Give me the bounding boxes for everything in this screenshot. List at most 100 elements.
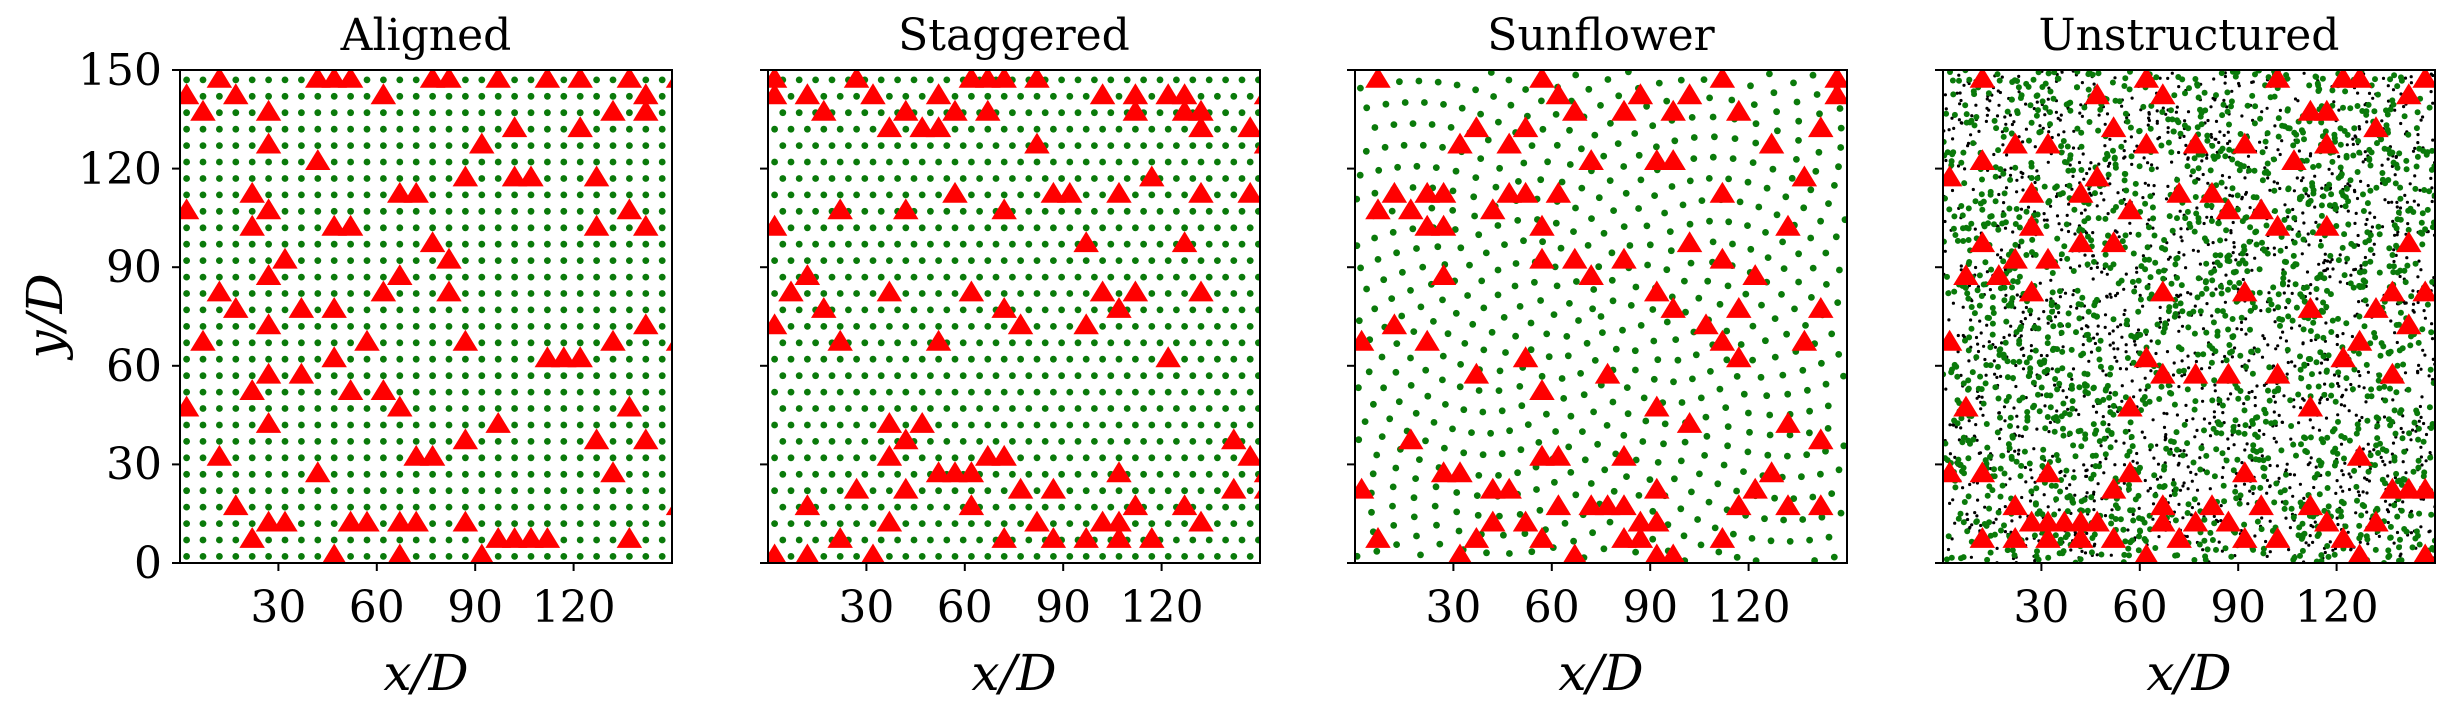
turbine-dot bbox=[2401, 267, 2408, 274]
turbine-dot bbox=[1107, 76, 1115, 84]
turbine-dot bbox=[593, 125, 600, 133]
turbine-dot bbox=[478, 158, 486, 166]
turbine-dot bbox=[330, 520, 338, 527]
turbine-dot bbox=[1091, 503, 1098, 511]
turbine-dot bbox=[927, 273, 934, 281]
turbine-triangle-marker bbox=[893, 428, 919, 450]
turbine-triangle-marker bbox=[1512, 346, 1539, 368]
turbine-dot bbox=[216, 405, 223, 412]
sample-dot bbox=[1999, 374, 2003, 378]
sample-dot bbox=[2223, 81, 2227, 85]
turbine-dot bbox=[2329, 317, 2336, 324]
turbine-dot bbox=[412, 158, 420, 166]
turbine-dot bbox=[478, 191, 486, 199]
turbine-dot bbox=[281, 553, 289, 560]
turbine-dot bbox=[658, 207, 666, 215]
sample-dot bbox=[2264, 539, 2268, 544]
turbine-dot bbox=[2376, 269, 2383, 276]
turbine-dot bbox=[1607, 120, 1614, 127]
turbine-dot bbox=[1612, 450, 1620, 458]
turbine-dot bbox=[1371, 189, 1379, 197]
turbine-dot bbox=[1477, 110, 1484, 118]
turbine-dot bbox=[1000, 520, 1008, 527]
sample-dot bbox=[2239, 327, 2244, 332]
sample-dot bbox=[2166, 126, 2170, 130]
sample-dot bbox=[2205, 156, 2209, 160]
turbine-dot bbox=[984, 290, 992, 297]
sample-dot bbox=[2053, 383, 2057, 387]
sample-dot bbox=[2195, 428, 2199, 432]
sample-dot bbox=[2019, 320, 2023, 324]
turbine-dot bbox=[560, 306, 568, 314]
turbine-dot bbox=[1835, 466, 1843, 474]
turbine-dot bbox=[968, 92, 975, 100]
sample-dot bbox=[2364, 222, 2368, 226]
sample-dot bbox=[2181, 516, 2185, 520]
turbine-triangle-marker bbox=[1106, 527, 1132, 548]
turbine-dot bbox=[626, 487, 633, 495]
turbine-dot bbox=[576, 503, 584, 511]
sample-dot bbox=[2042, 493, 2046, 497]
turbine-dot bbox=[265, 290, 272, 297]
turbine-dot bbox=[396, 290, 404, 297]
sample-dot bbox=[2108, 182, 2112, 186]
turbine-dot bbox=[1577, 370, 1584, 377]
turbine-triangle-marker bbox=[1155, 83, 1181, 105]
sample-dot bbox=[2142, 156, 2146, 160]
y-tick-label: 120 bbox=[78, 144, 162, 195]
turbine-dot bbox=[1995, 395, 2002, 402]
turbine-dot bbox=[1434, 78, 1442, 86]
sample-dot bbox=[2250, 389, 2254, 394]
sample-dot bbox=[2213, 98, 2217, 102]
sample-dot bbox=[2103, 313, 2108, 317]
turbine-dot bbox=[943, 536, 951, 544]
turbine-dot bbox=[1189, 339, 1197, 347]
turbine-triangle-marker bbox=[1040, 181, 1067, 203]
turbine-dot bbox=[877, 503, 885, 511]
turbine-dot bbox=[544, 503, 551, 511]
turbine-dot bbox=[658, 323, 666, 330]
turbine-dot bbox=[1066, 487, 1074, 495]
turbine-dot bbox=[1422, 437, 1429, 445]
sample-dot bbox=[2051, 454, 2055, 458]
turbine-dot bbox=[1148, 388, 1156, 396]
turbine-dot bbox=[1725, 218, 1733, 226]
turbine-dot bbox=[853, 355, 860, 363]
turbine-dot bbox=[2009, 284, 2015, 291]
turbine-dot bbox=[1164, 224, 1172, 232]
sample-dot bbox=[2132, 395, 2136, 399]
sample-dot bbox=[2095, 553, 2099, 557]
turbine-dot bbox=[1123, 175, 1131, 182]
turbine-dot bbox=[1082, 553, 1090, 560]
sample-dot bbox=[2222, 133, 2226, 137]
turbine-dot bbox=[1612, 345, 1620, 353]
turbine-dot bbox=[396, 207, 404, 215]
turbine-dot bbox=[1590, 408, 1597, 416]
sample-dot bbox=[2405, 200, 2409, 204]
turbine-dot bbox=[2328, 329, 2335, 335]
turbine-dot bbox=[1498, 450, 1506, 458]
turbine-dot bbox=[609, 438, 617, 445]
turbine-triangle-marker bbox=[1089, 280, 1116, 302]
sample-dot bbox=[2151, 226, 2155, 230]
turbine-dot bbox=[1806, 536, 1813, 544]
sample-dot bbox=[2055, 409, 2059, 413]
turbine-dot bbox=[412, 405, 420, 412]
turbine-dot bbox=[363, 257, 371, 264]
turbine-dot bbox=[1255, 76, 1260, 84]
turbine-dot bbox=[1428, 204, 1436, 212]
turbine-dot bbox=[462, 158, 469, 166]
sample-dot bbox=[2324, 416, 2329, 420]
turbine-dot bbox=[560, 273, 568, 281]
turbine-dot bbox=[1399, 268, 1406, 276]
sample-dot bbox=[2323, 258, 2327, 263]
turbine-dot bbox=[363, 240, 371, 248]
turbine-dot bbox=[902, 125, 910, 133]
turbine-dot bbox=[298, 454, 305, 462]
turbine-dot bbox=[959, 175, 967, 182]
turbine-dot bbox=[1480, 346, 1488, 354]
turbine-triangle-marker bbox=[876, 412, 903, 433]
turbine-dot bbox=[828, 240, 836, 248]
turbine-dot bbox=[984, 257, 992, 264]
turbine-dot bbox=[1370, 400, 1377, 408]
